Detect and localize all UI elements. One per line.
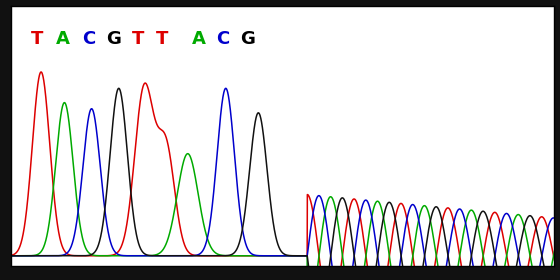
Text: A: A	[56, 31, 70, 48]
Text: G: G	[240, 31, 255, 48]
Text: T: T	[31, 31, 44, 48]
Text: A: A	[192, 31, 206, 48]
Text: C: C	[216, 31, 230, 48]
Text: T: T	[132, 31, 144, 48]
Text: G: G	[106, 31, 121, 48]
Text: T: T	[156, 31, 169, 48]
Text: C: C	[82, 31, 95, 48]
